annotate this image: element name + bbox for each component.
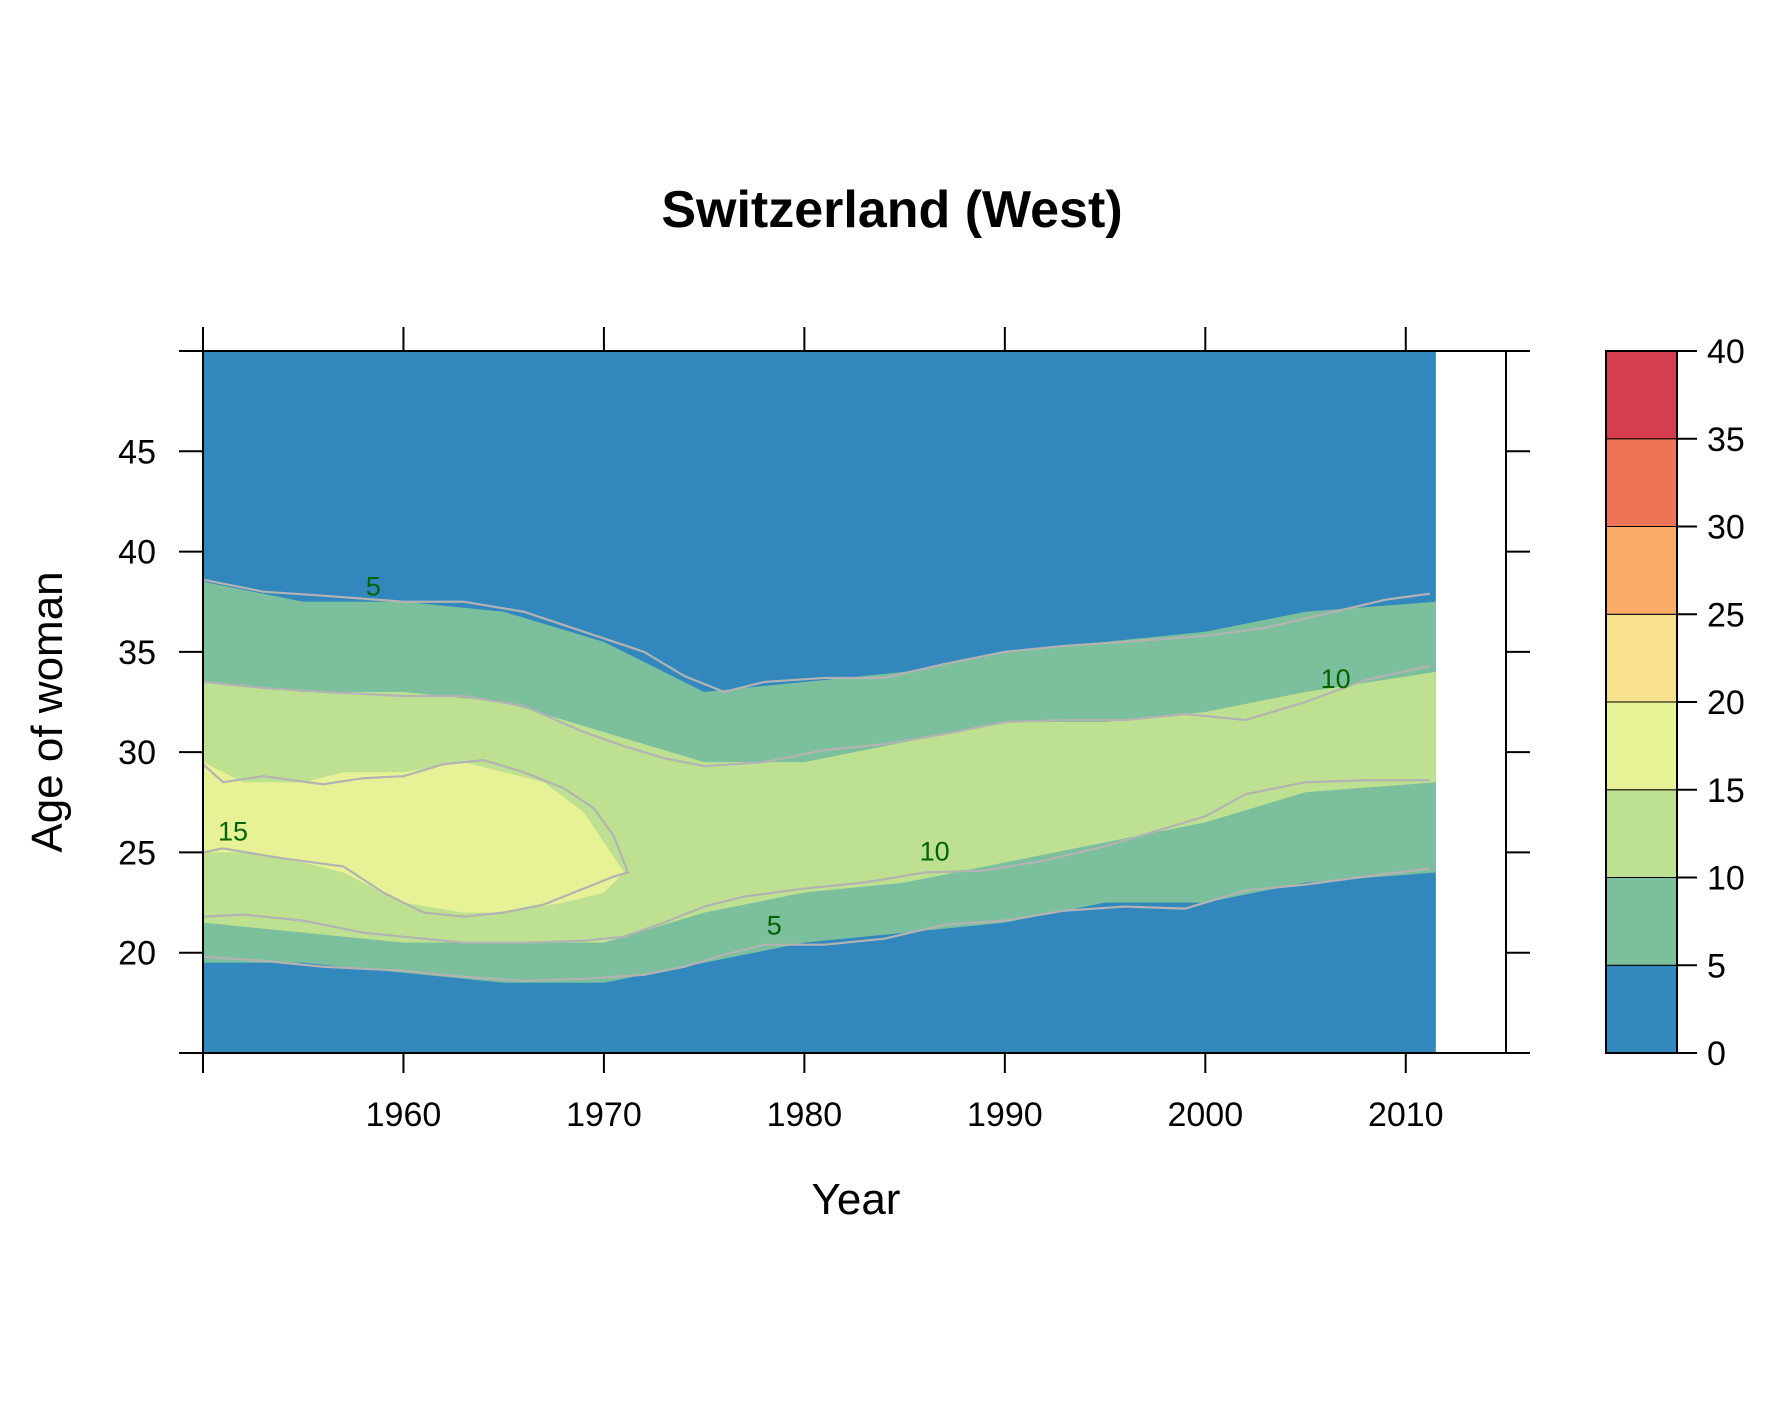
plot-frame xyxy=(202,350,1507,1054)
contour-line-4 xyxy=(202,867,1430,982)
contour-line-0 xyxy=(202,578,1430,694)
chart-title: Switzerland (West) xyxy=(661,181,1122,239)
colorbar-ticks: 0 5 10 15 20 25 30 35 40 xyxy=(1677,333,1745,1073)
x-tick-label-1960: 1960 xyxy=(366,1096,442,1134)
contour-label-1: 10 xyxy=(1321,664,1351,694)
colorbar-cell-6 xyxy=(1605,438,1678,527)
x-axis: 1960 1970 1980 1990 2000 2010 xyxy=(202,327,1444,1134)
contour-lines xyxy=(202,578,1431,982)
x-tick-label-1980: 1980 xyxy=(767,1096,843,1134)
y-tick-label-40: 40 xyxy=(118,534,156,572)
colorbar-tick-label-25: 25 xyxy=(1707,596,1745,634)
colorbar-cell-5 xyxy=(1605,526,1678,615)
contour-label-0: 5 xyxy=(366,572,381,602)
x-tick-label-1970: 1970 xyxy=(566,1096,642,1134)
contour-line-3 xyxy=(202,779,1430,944)
colorbar-cell-0 xyxy=(1605,964,1678,1054)
contour-line-1 xyxy=(202,664,1431,768)
band-15-20 xyxy=(203,762,624,913)
y-tick-label-30: 30 xyxy=(118,734,156,772)
y-axis-label: Age of woman xyxy=(23,571,72,852)
plot-area: 5 10 15 10 5 xyxy=(202,350,1507,1054)
contour-labels: 5 10 15 10 5 xyxy=(218,572,1351,941)
x-axis-label: Year xyxy=(812,1175,901,1224)
contour-line-2 xyxy=(202,759,630,918)
colorbar-tick-label-30: 30 xyxy=(1707,509,1745,547)
y-tick-label-35: 35 xyxy=(118,634,156,672)
colorbar-legend: 0 5 10 15 20 25 30 35 40 xyxy=(1605,333,1745,1073)
contour-label-3: 10 xyxy=(920,836,950,866)
colorbar-cell-7 xyxy=(1605,350,1678,440)
x-tick-label-2000: 2000 xyxy=(1167,1096,1243,1134)
x-tick-label-2010: 2010 xyxy=(1368,1096,1444,1134)
colorbar-cell-4 xyxy=(1605,613,1678,703)
contour-label-2: 15 xyxy=(218,816,248,846)
colorbar-cell-3 xyxy=(1605,701,1678,791)
y-tick-label-20: 20 xyxy=(118,935,156,973)
heatmap-bands xyxy=(203,351,1436,1053)
colorbar-tick-label-10: 10 xyxy=(1707,860,1745,898)
colorbar-cells xyxy=(1605,350,1678,1054)
y-tick-label-25: 25 xyxy=(118,834,156,872)
y-tick-label-45: 45 xyxy=(118,433,156,471)
colorbar-tick-label-35: 35 xyxy=(1707,421,1745,459)
contour-label-4: 5 xyxy=(767,911,782,941)
colorbar-tick-label-15: 15 xyxy=(1707,772,1745,810)
colorbar-cell-1 xyxy=(1605,877,1678,966)
colorbar-tick-label-40: 40 xyxy=(1707,333,1745,371)
colorbar-cell-2 xyxy=(1605,789,1678,878)
colorbar-tick-label-20: 20 xyxy=(1707,684,1745,722)
x-tick-label-1990: 1990 xyxy=(967,1096,1043,1134)
colorbar-tick-label-5: 5 xyxy=(1707,947,1726,985)
y-axis: 20 25 30 35 40 45 xyxy=(118,350,1530,1054)
colorbar-tick-label-0: 0 xyxy=(1707,1035,1726,1073)
